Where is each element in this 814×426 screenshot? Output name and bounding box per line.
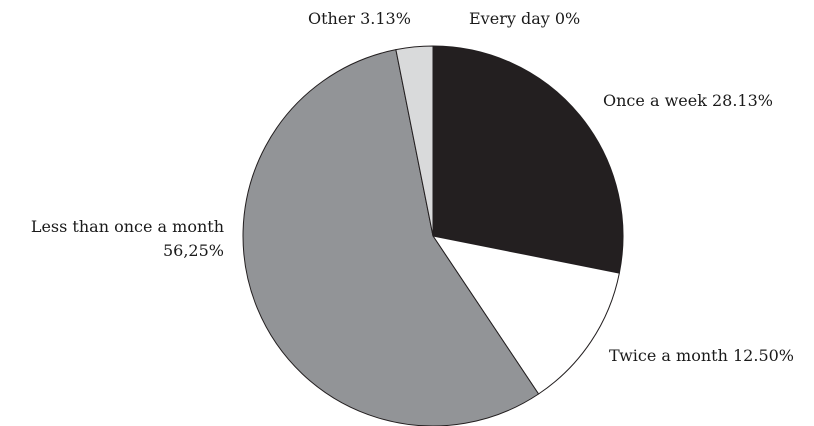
pie-slice-less-than-once-a-month: [242, 49, 540, 426]
slice-label-once-a-week: Once a week 28.13%: [603, 91, 773, 110]
slice-label-other: Other 3.13%: [308, 9, 411, 28]
pie-slice-once-a-week: [432, 45, 624, 274]
pie-slice-other: [395, 45, 434, 237]
pie-labels: Other 3.13% Every day 0% Once a week 28.…: [31, 9, 794, 365]
slice-value-less-than-once-a-month: 56,25%: [163, 241, 224, 260]
pie-slices: [242, 45, 624, 426]
slice-label-less-than-once-a-month: Less than once a month: [31, 217, 224, 236]
slice-label-twice-a-month: Twice a month 12.50%: [609, 346, 794, 365]
slice-label-every-day: Every day 0%: [469, 9, 580, 28]
pie-slice-twice-a-month: [432, 235, 620, 395]
